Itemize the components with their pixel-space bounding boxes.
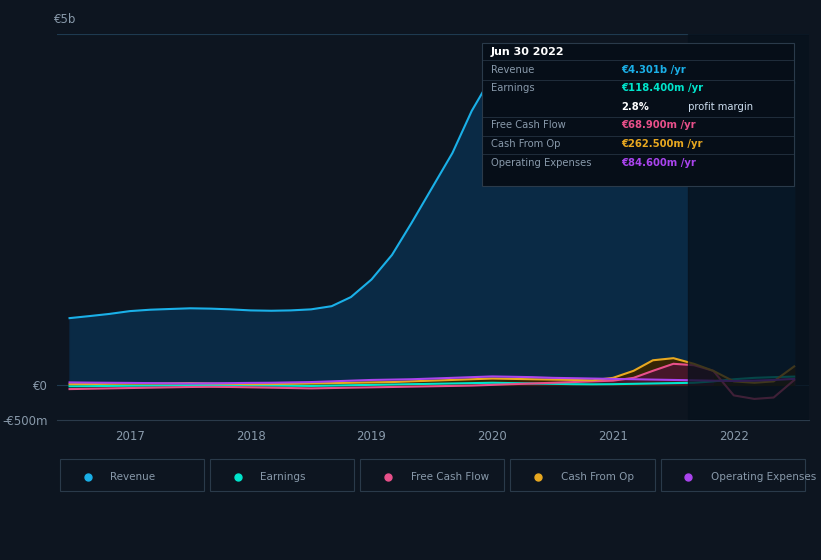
Text: Revenue: Revenue [491,65,534,75]
Text: 2.8%: 2.8% [621,102,649,112]
Text: Revenue: Revenue [110,472,155,482]
Text: Earnings: Earnings [260,472,305,482]
FancyBboxPatch shape [60,459,204,492]
Text: Jun 30 2022: Jun 30 2022 [491,47,565,57]
Text: €5b: €5b [53,13,76,26]
Text: Cash From Op: Cash From Op [561,472,634,482]
Bar [688,34,821,420]
Text: €84.600m /yr: €84.600m /yr [621,157,695,167]
FancyBboxPatch shape [482,43,794,186]
Text: Free Cash Flow: Free Cash Flow [491,120,566,130]
FancyBboxPatch shape [210,459,354,492]
Text: €4.301b /yr: €4.301b /yr [621,65,686,75]
Text: €262.500m /yr: €262.500m /yr [621,139,703,149]
FancyBboxPatch shape [511,459,654,492]
Text: Cash From Op: Cash From Op [491,139,560,149]
Text: profit margin: profit margin [685,102,753,112]
Text: €118.400m /yr: €118.400m /yr [621,83,703,94]
FancyBboxPatch shape [661,459,805,492]
Text: Operating Expenses: Operating Expenses [711,472,816,482]
FancyBboxPatch shape [360,459,504,492]
Text: Earnings: Earnings [491,83,534,94]
Text: Operating Expenses: Operating Expenses [491,157,591,167]
Text: Free Cash Flow: Free Cash Flow [410,472,488,482]
Text: €68.900m /yr: €68.900m /yr [621,120,695,130]
